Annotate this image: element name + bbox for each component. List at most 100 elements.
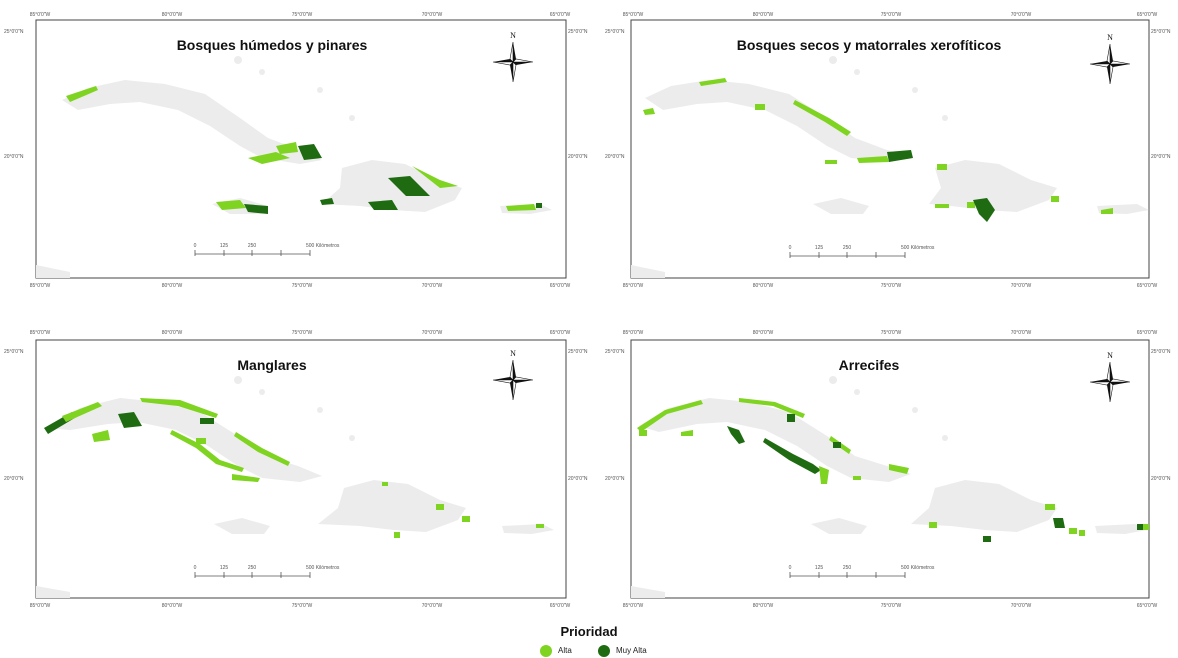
priority-alta-area [234,432,290,466]
puerto-rico-land [1095,524,1147,534]
tick-label-bottom: 75°0'0"W [292,283,313,289]
tick-label-top: 75°0'0"W [292,12,313,18]
scale-label: 0 [194,243,197,249]
priority-alta-area [853,476,861,480]
tick-label-bottom: 70°0'0"W [1011,603,1032,609]
scale-label: 125 [815,245,824,251]
bahamas-land [234,376,242,384]
priority-alta-area [462,516,470,522]
tick-label-top: 65°0'0"W [550,330,571,336]
north-label: N [510,349,516,358]
priority-alta-area [1101,208,1113,214]
scale-label: 500 Kilómetros [901,565,935,571]
map-svg: 85°0'0"W 80°0'0"W 75°0'0"W 70°0'0"W 65°0… [4,330,588,609]
land-layer [36,376,554,598]
hispaniola-land [322,160,462,212]
priority-alta-area [394,532,400,538]
scale-bar: 0 125 250 500 Kilómetros [789,245,935,258]
priority-alta-area [1069,528,1077,534]
tick-label-bottom: 65°0'0"W [550,283,571,289]
priority-muy-alta-area [833,442,841,448]
north-arrow-icon: N [492,349,534,401]
legend-swatch-muy-alta [598,645,610,657]
tick-label-left: 25°0'0"N [605,349,625,355]
legend-title: Prioridad [560,624,618,639]
tick-label-left: 25°0'0"N [605,29,625,35]
tick-label-bottom: 85°0'0"W [30,283,51,289]
hispaniola-land [911,480,1057,532]
priority-muy-alta-area [983,536,991,542]
cuba-land [639,398,911,482]
map-title: Manglares [237,357,306,373]
bahamas-land [259,69,265,75]
map-svg: 85°0'0"W 80°0'0"W 75°0'0"W 70°0'0"W 65°0… [605,12,1171,289]
scale-label: 500 Kilómetros [306,243,340,249]
priority-alta-area [935,204,949,208]
frame-ticks: 85°0'0"W 80°0'0"W 75°0'0"W 70°0'0"W 65°0… [605,12,1171,289]
scale-bar: 0 125 250 500 Kilómetros [194,243,340,256]
scale-label: 250 [248,243,257,249]
jamaica-land [214,518,270,534]
priority-alta-area [819,466,829,484]
florida-land [631,586,665,598]
scale-label: 500 Kilómetros [306,565,340,571]
cuba-land [645,80,911,162]
priority-muy-alta-area [200,418,214,424]
tick-label-bottom: 85°0'0"W [30,603,51,609]
tick-label-right: 20°0'0"N [568,154,588,160]
priority-alta-area [216,200,246,210]
priority-alta-area [248,152,290,164]
bahamas-land [912,87,918,93]
priority-alta-area [62,402,102,422]
hispaniola-land [318,480,466,532]
tick-label-left: 20°0'0"N [4,154,24,160]
scale-label: 250 [843,565,852,571]
frame-ticks: 85°0'0"W 80°0'0"W 75°0'0"W 70°0'0"W 65°0… [4,12,588,289]
scale-label: 0 [194,565,197,571]
tick-label-right: 20°0'0"N [1151,476,1171,482]
priority-alta-area [889,464,909,474]
tick-label-top: 80°0'0"W [753,330,774,336]
priority-muy-alta-area [887,150,913,162]
priority-muy-alta-area [787,414,795,422]
scale-bar: 0 125 250 500 Kilómetros [789,565,935,578]
florida-land [36,586,70,598]
tick-label-top: 65°0'0"W [1137,12,1158,18]
bahamas-land [234,56,242,64]
priority-layer [66,86,542,214]
priority-alta-area [276,142,298,154]
priority-muy-alta-area [763,438,821,474]
tick-label-bottom: 65°0'0"W [550,603,571,609]
land-layer [631,376,1147,598]
priority-alta-area [232,474,260,482]
tick-label-bottom: 75°0'0"W [881,283,902,289]
bahamas-land [829,376,837,384]
priority-alta-area [436,504,444,510]
bahamas-land [854,389,860,395]
priority-muy-alta-area [536,203,542,208]
tick-label-top: 85°0'0"W [623,330,644,336]
priority-muy-alta-area [368,200,398,210]
legend: Prioridad Alta Muy Alta [0,618,1178,658]
scale-bar: 0 125 250 500 Kilómetros [194,565,340,578]
north-label: N [510,31,516,40]
tick-label-top: 65°0'0"W [1137,330,1158,336]
priority-alta-area [793,100,851,136]
priority-alta-area [1079,530,1085,536]
legend-label: Alta [558,646,572,655]
north-arrow-icon: N [492,31,534,83]
priority-alta-area [681,430,693,436]
scale-label: 250 [248,565,257,571]
legend-swatch-alta [540,645,552,657]
tick-label-top: 85°0'0"W [30,12,51,18]
tick-label-bottom: 65°0'0"W [1137,603,1158,609]
tick-label-top: 70°0'0"W [422,12,443,18]
priority-alta-area [536,524,544,528]
priority-muy-alta-area [388,176,430,196]
tick-label-top: 70°0'0"W [1011,12,1032,18]
tick-label-left: 25°0'0"N [4,349,24,355]
florida-land [631,265,665,278]
tick-label-left: 25°0'0"N [4,29,24,35]
bahamas-land [854,69,860,75]
priority-alta-area [382,482,388,486]
